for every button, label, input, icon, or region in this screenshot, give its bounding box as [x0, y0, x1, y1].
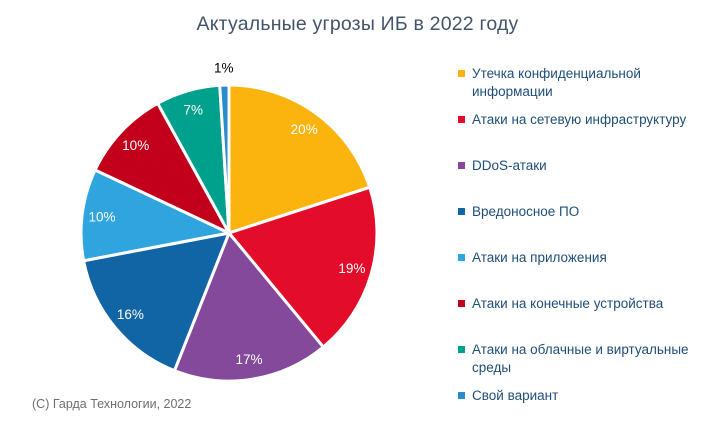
legend-item-label: Свой вариант [472, 388, 559, 403]
legend-color-swatch-icon [458, 70, 465, 77]
legend-item-label: DDoS-атаки [472, 158, 547, 173]
pie-slice-value-label: 16% [117, 307, 144, 322]
legend-item-8: Свой вариант [458, 382, 708, 423]
pie-slice-5 [79, 168, 231, 263]
legend-item-label: Атаки на конечные устройства [472, 296, 664, 311]
pie-slice-value-label: 1% [214, 61, 234, 76]
pie-slice-value-label: 10% [122, 138, 149, 153]
legend-item-label: Атаки на сетевую инфраструктуру [472, 112, 687, 127]
pie-slice-3 [173, 231, 325, 383]
legend-item-2: Атаки на сетевую инфраструктуру [458, 106, 708, 152]
legend-color-swatch-icon [458, 392, 465, 399]
legend-color-swatch-icon [458, 162, 465, 169]
pie-slice-value-label: 19% [338, 261, 365, 276]
legend-item-1: Утечка конфиденциальной информации [458, 60, 708, 106]
legend-item-7: Атаки на облачные и виртуальные среды [458, 336, 708, 382]
legend-color-swatch-icon [458, 208, 465, 215]
legend-item-label: Атаки на облачные и виртуальные среды [472, 342, 689, 375]
chart-footer-credit: (С) Гарда Технологии, 2022 [32, 397, 192, 411]
legend-item-5: Атаки на приложения [458, 244, 708, 290]
pie-slice-2 [227, 185, 379, 349]
legend-color-swatch-icon [458, 346, 465, 353]
chart-title: Актуальные угрозы ИБ в 2022 году [196, 13, 519, 35]
pie-slice-value-label: 20% [291, 122, 318, 137]
legend-item-label: Атаки на приложения [472, 250, 607, 265]
legend-color-swatch-icon [458, 254, 465, 261]
pie-slice-4 [82, 231, 231, 373]
pie-slice-value-label: 7% [184, 103, 204, 118]
legend-item-6: Атаки на конечные устройства [458, 290, 708, 336]
legend-color-swatch-icon [458, 116, 465, 123]
pie-slice-value-label: 10% [88, 210, 115, 225]
legend-item-3: DDoS-атаки [458, 152, 708, 198]
pie-slice-value-label: 17% [235, 352, 262, 367]
pie-slice-6 [93, 101, 231, 235]
pie-slice-1 [227, 83, 372, 235]
legend-item-4: Вредоносное ПО [458, 198, 708, 244]
legend-item-label: Утечка конфиденциальной информации [472, 66, 641, 99]
legend-item-label: Вредоносное ПО [472, 204, 580, 219]
pie-slice-8 [218, 83, 231, 235]
chart-legend: Утечка конфиденциальной информации Атаки н… [458, 60, 708, 423]
legend-color-swatch-icon [458, 300, 465, 307]
